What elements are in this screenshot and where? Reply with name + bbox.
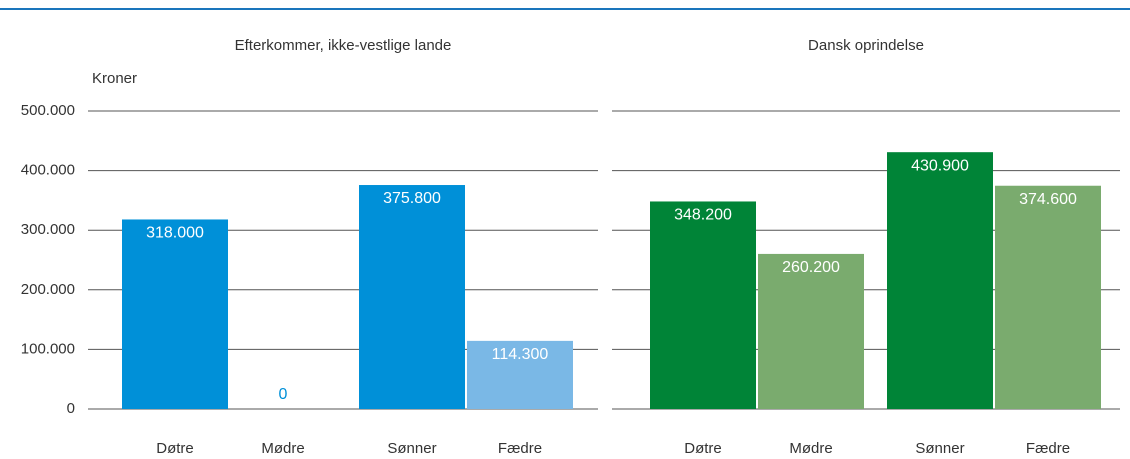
bar [758,253,864,409]
value-label: 260.200 [782,259,840,276]
panel-title: Efterkommer, ikke-vestlige lande [235,37,452,54]
y-tick-label: 100.000 [21,340,75,357]
x-tick-label: Mødre [261,440,304,457]
x-tick-label: Fædre [1026,440,1070,457]
value-label: 348.200 [674,207,732,224]
value-label: 375.800 [383,190,441,207]
bar [467,340,573,409]
value-label: 318.000 [146,225,204,242]
bar [995,185,1101,409]
y-axis-label: Kroner [92,70,137,87]
x-tick-label: Sønner [915,440,964,457]
x-tick-label: Fædre [498,440,542,457]
x-tick-label: Sønner [387,440,436,457]
value-label: 114.300 [492,346,549,363]
panel-title: Dansk oprindelse [808,37,924,54]
value-label: 0 [279,386,288,403]
bar [122,219,228,409]
x-tick-label: Døtre [684,440,722,457]
value-label: 430.900 [911,157,969,174]
x-tick-label: Mødre [789,440,832,457]
x-tick-label: Døtre [156,440,194,457]
y-tick-label: 400.000 [21,162,75,179]
value-label: 374.600 [1019,191,1077,208]
y-tick-label: 0 [67,400,75,417]
bar [650,201,756,409]
y-tick-label: 200.000 [21,281,75,298]
bar [359,185,465,409]
y-tick-label: 500.000 [21,102,75,119]
bar [887,152,993,409]
y-tick-label: 300.000 [21,221,75,238]
